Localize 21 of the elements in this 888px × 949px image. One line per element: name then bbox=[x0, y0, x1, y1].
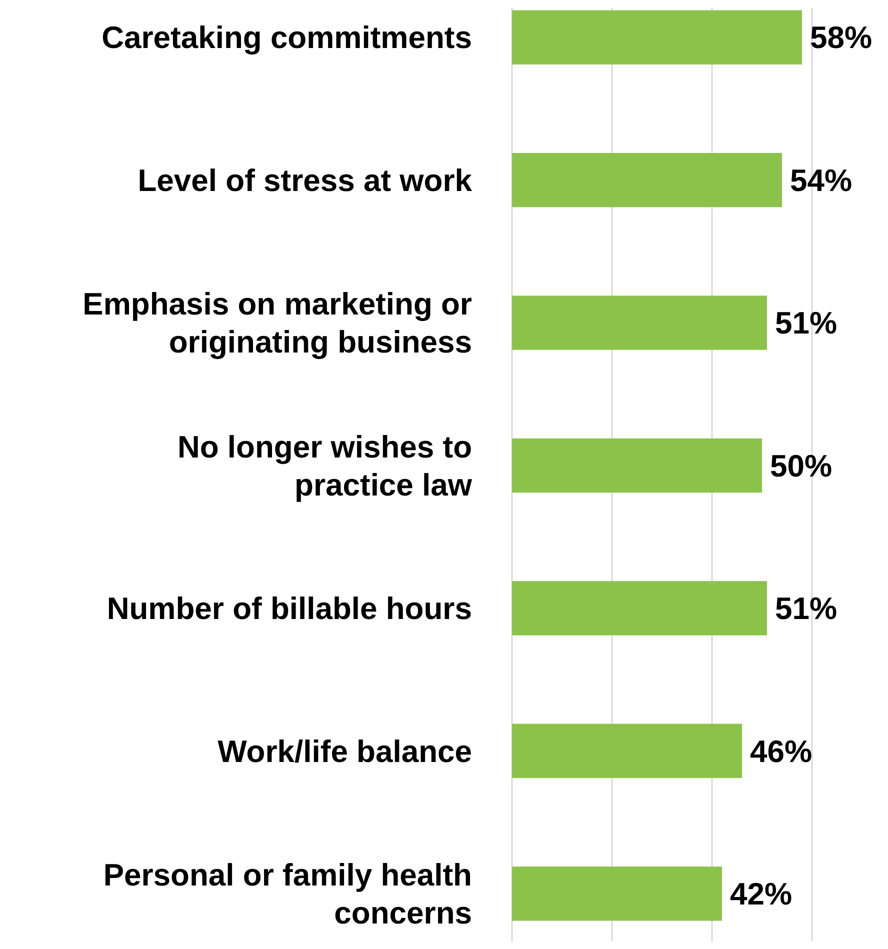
bar bbox=[512, 581, 767, 636]
y-tick-label: Number of billable hours bbox=[106, 591, 472, 626]
bar bbox=[512, 866, 722, 921]
bar bbox=[512, 724, 742, 778]
bar bbox=[512, 10, 802, 64]
y-tick-label: Work/life balance bbox=[218, 734, 472, 769]
y-tick-label: No longer wishes to practice law bbox=[177, 429, 473, 502]
data-label: 50% bbox=[770, 448, 832, 484]
y-tick-label: Level of stress at work bbox=[138, 162, 473, 198]
data-label: 51% bbox=[775, 591, 838, 626]
data-label: 54% bbox=[790, 162, 852, 198]
y-tick-label: Caretaking commitments bbox=[102, 20, 472, 56]
y-tick-label: Personal or family health concerns bbox=[103, 857, 472, 930]
data-label: 58% bbox=[810, 20, 872, 56]
data-label: 42% bbox=[730, 876, 792, 912]
y-tick-label: Emphasis on marketing or originating business bbox=[82, 286, 472, 360]
bar bbox=[512, 438, 762, 493]
bar bbox=[512, 152, 782, 208]
bar bbox=[512, 296, 767, 350]
data-label: 46% bbox=[750, 734, 812, 769]
data-label: 51% bbox=[775, 306, 838, 341]
